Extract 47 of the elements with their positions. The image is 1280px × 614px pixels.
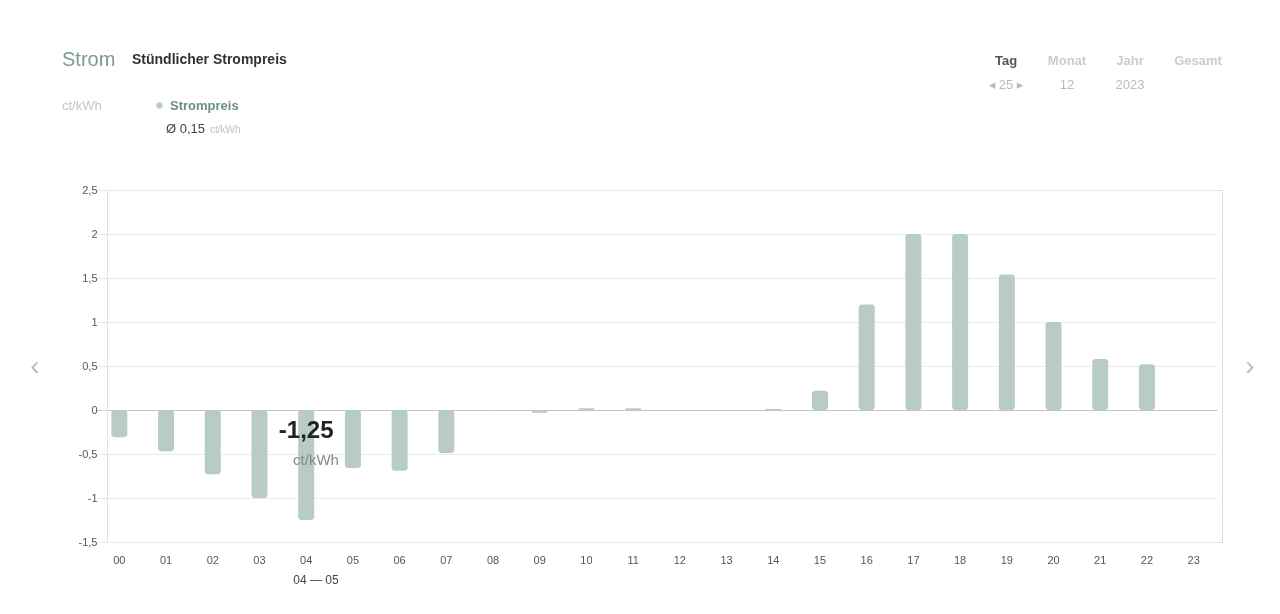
y-tick-label: 1,5	[82, 271, 98, 284]
text: Ø 0,15	[166, 121, 206, 136]
x-tick-label: 05	[346, 553, 360, 566]
text: ct/kWh	[210, 124, 241, 135]
x-tick-label: 23	[1187, 553, 1200, 566]
text: 12	[1059, 77, 1075, 92]
text: 2023	[1115, 77, 1145, 92]
text: ◂ 25 ▸	[988, 77, 1024, 92]
x-tick-label: 19	[1000, 553, 1013, 566]
x-tick-label: 02	[206, 553, 219, 566]
x-tick-label: 20	[1047, 553, 1060, 566]
y-tick-label: 2,5	[82, 183, 98, 196]
y-tick-label: -1	[87, 491, 98, 504]
y-tick-label: -1,5	[78, 535, 98, 548]
x-tick-label: 03	[253, 553, 266, 566]
x-tick-label: 00	[113, 553, 126, 566]
text: 04 — 05	[293, 573, 339, 587]
x-tick-label: 09	[533, 553, 546, 566]
y-tick-label: -0,5	[78, 447, 98, 460]
y-tick-label: 2	[91, 227, 98, 240]
x-tick-label: 22	[1140, 553, 1154, 566]
y-tick-label: 0,5	[82, 359, 98, 372]
x-tick-label: 18	[953, 553, 967, 566]
x-tick-label: 06	[393, 553, 406, 566]
x-tick-label: 01	[159, 553, 173, 566]
x-tick-label: 14	[767, 553, 780, 566]
y-tick-label: 1	[91, 315, 98, 328]
x-tick-label: 07	[440, 553, 453, 566]
x-tick-label: 16	[860, 553, 873, 566]
x-tick-label: 04	[300, 553, 313, 566]
x-tick-label: 21	[1094, 553, 1107, 566]
text: ct/kWh	[62, 98, 102, 113]
y-tick-label: 0	[91, 403, 98, 416]
x-tick-label: 11	[627, 553, 639, 566]
chart-subtitle: Stündlicher Strompreis	[132, 51, 288, 67]
x-tick-label: 12	[673, 553, 686, 566]
chart-title: Strom	[62, 48, 116, 70]
x-tick-label: 10	[580, 553, 593, 566]
x-tick-label: 17	[907, 553, 920, 566]
legend-label: Strompreis	[170, 97, 239, 113]
text: ‹	[30, 350, 40, 381]
x-tick-label: 13	[720, 553, 733, 566]
x-tick-label: 08	[486, 553, 500, 566]
data-label: -1,25	[278, 416, 334, 443]
x-tick-label: 15	[813, 553, 827, 566]
text: ›	[1245, 350, 1255, 381]
text: Tag	[994, 53, 1018, 68]
